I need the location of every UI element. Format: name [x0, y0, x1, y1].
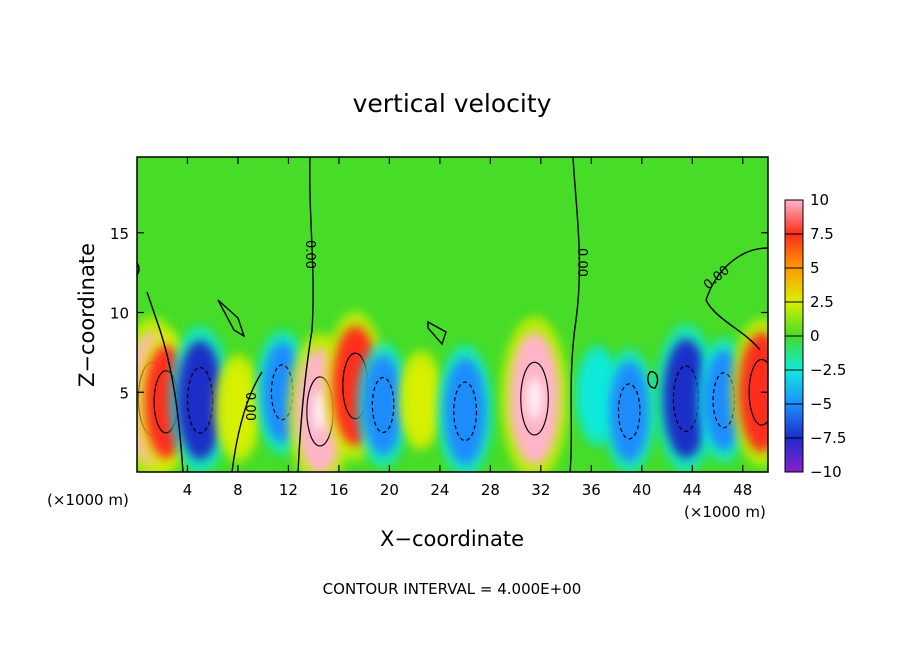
colorbar-tick-label: −10	[810, 463, 842, 481]
x-unit-left: (×1000 m)	[47, 491, 129, 509]
x-tick-label: 36	[582, 481, 601, 499]
colorbar-tick-label: 10	[810, 191, 829, 209]
velocity-cell	[738, 332, 768, 452]
y-axis-ticks: 5 10 15	[110, 225, 768, 402]
colorbar-tick-label: 7.5	[810, 225, 834, 243]
colorbar-tick-label: −7.5	[810, 429, 846, 447]
velocity-cells	[137, 311, 768, 472]
zero-contour	[427, 320, 447, 346]
y-tick-label: 5	[119, 384, 129, 402]
x-tick-label: 20	[380, 481, 399, 499]
x-tick-label: 16	[329, 481, 348, 499]
contour-label: 0.00	[242, 392, 257, 421]
colorbar-tick-label: 2.5	[810, 293, 834, 311]
colorbar-tick-label: 0	[810, 327, 820, 345]
x-tick-label: 44	[683, 481, 702, 499]
velocity-contour	[371, 376, 395, 434]
zero-contour	[569, 157, 581, 472]
zero-contour	[705, 247, 768, 351]
zero-contour	[137, 262, 140, 276]
y-axis-label: Z−coordinate	[75, 243, 99, 387]
x-tick-label: 48	[733, 481, 752, 499]
velocity-peak	[313, 391, 327, 432]
plot-area: 0.00 0.00 0.00 0.00	[136, 156, 769, 473]
velocity-cell	[404, 359, 438, 441]
colorbar-tick-label: −5	[810, 395, 832, 413]
contour-interval-note: CONTOUR INTERVAL = 4.000E+00	[323, 580, 582, 598]
colorbar-tick-label: 5	[810, 259, 820, 277]
zero-contour	[217, 299, 246, 338]
zero-contours	[137, 157, 768, 472]
velocity-cell	[609, 361, 649, 462]
velocity-cell	[363, 355, 403, 456]
plot-frame	[136, 156, 769, 473]
zero-contour	[647, 371, 659, 389]
y-tick-label: 15	[110, 225, 129, 243]
velocity-contour	[453, 381, 478, 442]
velocity-cell	[177, 340, 223, 460]
velocity-contour	[617, 383, 641, 440]
velocity-cell	[444, 358, 486, 465]
x-axis-ticks: 4 8 12 16 20 24 28 32 36 40 44 48	[183, 157, 752, 499]
velocity-cell	[220, 364, 256, 452]
velocity-cell	[663, 339, 709, 459]
x-tick-label: 40	[632, 481, 651, 499]
velocity-peak	[527, 377, 542, 420]
x-axis-label: X−coordinate	[380, 527, 524, 551]
zero-contour	[297, 157, 314, 472]
velocity-contour	[520, 361, 549, 436]
x-tick-label: 8	[233, 481, 243, 499]
zero-contour	[146, 291, 184, 472]
colorbar: 10 7.5 5 2.5 0 −2.5 −5 −7.5 −10	[784, 191, 846, 481]
contour-label: 0.00	[574, 248, 589, 277]
x-tick-label: 4	[183, 481, 193, 499]
chart-title: vertical velocity	[353, 89, 552, 118]
x-tick-label: 24	[430, 481, 449, 499]
x-tick-label: 32	[531, 481, 550, 499]
x-tick-label: 12	[279, 481, 298, 499]
x-unit-right: (×1000 m)	[684, 503, 766, 521]
colorbar-ticks: 10 7.5 5 2.5 0 −2.5 −5 −7.5 −10	[785, 191, 846, 481]
y-tick-label: 10	[110, 305, 129, 323]
x-tick-label: 28	[481, 481, 500, 499]
zero-contour	[231, 371, 263, 472]
velocity-contour	[748, 358, 768, 426]
contour-label: 0.00	[302, 240, 317, 269]
velocity-contour	[186, 366, 214, 434]
colorbar-tick-label: −2.5	[810, 361, 846, 379]
